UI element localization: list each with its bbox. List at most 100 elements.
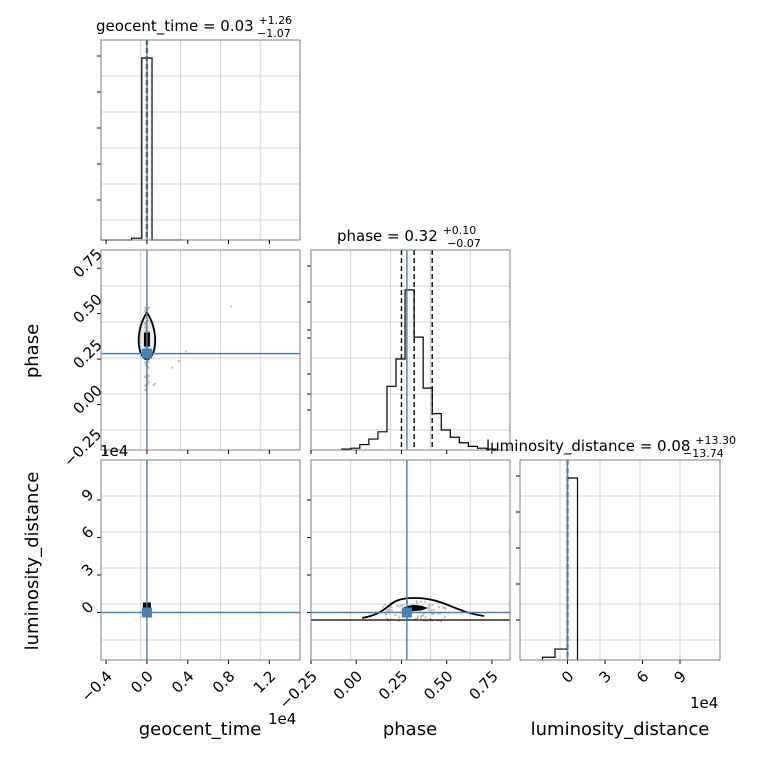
scatter-phase-lumdist-sample-point-37 [441,606,444,609]
scatter-phase-lumdist-sample-point-31 [429,617,432,620]
title-lumdist-sub: −13.74 [683,447,724,460]
scatter-geocent-lumdist-panel: 0 3 6 9 −0.4 0.0 0.4 0.8 1.2 [78,459,301,706]
xlabel-geocent: geocent_time [139,719,262,740]
hist-geocent-panel [97,39,301,241]
hist-phase-panel [307,249,511,451]
scatter-phase-lumdist-xtick-label-4: 0.75 [465,667,501,703]
hist-lumdist-xtick-label-2: 6 [633,667,652,686]
scatter-geocent-phase-ytick-label-0: 0.00 [70,381,106,417]
scatter-geocent-phase-sample-point-35 [144,326,147,329]
offset-x-lumdist: 1e4 [690,694,718,712]
hist-geocent-background [101,40,300,240]
title-geocent-sub: −1.07 [257,27,291,40]
scatter-phase-lumdist-sample-point-77 [396,604,399,607]
scatter-phase-lumdist-sample-point-21 [432,613,435,616]
scatter-geocent-lumdist-ytick-label-1: 3 [78,560,97,579]
scatter-phase-lumdist-panel: −0.25 0.00 0.25 0.50 0.75 [276,459,511,712]
hist-lumdist-histogram-step [541,477,579,660]
ylabel-phase: phase [22,324,43,378]
scatter-geocent-lumdist-xtick-label-4: 1.2 [250,667,280,697]
scatter-geocent-phase-frame [100,249,301,451]
scatter-geocent-phase-ytick-label-bottom: −0.25 [60,425,105,470]
scatter-geocent-phase-sample-point-50 [144,384,147,387]
hist-phase-background [311,250,510,450]
scatter-phase-lumdist-sample-point-51 [421,613,425,617]
scatter-geocent-phase-background [101,250,300,450]
scatter-phase-lumdist-sample-point-88 [444,607,447,610]
hist-lumdist-xtick-label-1: 3 [595,667,614,686]
scatter-geocent-lumdist-truth-marker [141,607,152,618]
hist-lumdist-xtick-label-0: 0 [558,667,577,686]
scatter-geocent-phase-truth-marker [141,348,152,359]
title-geocent: geocent_time = 0.03 +1.26 [96,14,292,36]
scatter-phase-lumdist-sample-point-75 [432,608,435,611]
scatter-phase-lumdist-sample-point-27 [390,605,393,609]
ylabel-lumdist: luminosity_distance [22,472,43,651]
title-phase-sub: −0.07 [447,237,481,250]
hist-phase-histogram-step [341,289,497,450]
scatter-phase-lumdist-sample-point-41 [390,609,393,612]
title-lumdist: luminosity_distance = 0.08 +13.30 [486,434,736,456]
scatter-phase-lumdist-contour-outer [361,597,485,619]
scatter-phase-lumdist-sample-point-55 [383,603,387,606]
scatter-phase-lumdist-sample-point-52 [402,603,405,606]
scatter-geocent-phase-sample-point-78 [147,381,150,384]
scatter-geocent-phase-sample-point-20 [147,361,150,364]
scatter-phase-lumdist-sample-point-79 [443,616,446,619]
scatter-geocent-lumdist-xtick-label-2: 0.4 [168,667,198,697]
xlabel-phase: phase [383,719,437,740]
scatter-phase-lumdist-sample-point-57 [416,615,419,618]
hist-phase-frame [310,249,511,451]
scatter-geocent-lumdist-background [101,460,300,660]
scatter-geocent-phase-panel: 0.00 0.25 0.50 0.75 [70,245,301,451]
scatter-geocent-phase-sample-point-34 [147,366,150,369]
scatter-phase-lumdist-sample-point-59 [385,609,388,612]
scatter-phase-lumdist-sample-point-13 [424,600,427,603]
offset-x-geocent: 1e4 [268,710,296,728]
scatter-geocent-phase-sample-point-7 [230,305,233,308]
scatter-phase-lumdist-sample-point-74 [439,620,443,623]
scatter-phase-lumdist-sample-point-43 [385,617,388,620]
hist-geocent-frame [100,39,301,241]
scatter-geocent-phase-sample-point-60 [152,383,155,387]
scatter-phase-lumdist-sample-point-67 [424,616,427,619]
scatter-phase-lumdist-truth-marker [401,607,412,618]
scatter-phase-lumdist-sample-point-87 [437,606,441,609]
scatter-phase-lumdist-sample-point-30 [398,605,401,608]
scatter-phase-lumdist-xtick-label-1: 0.00 [330,667,366,703]
scatter-phase-lumdist-sample-point-47 [394,614,397,617]
scatter-geocent-phase-ytick-label-2: 0.50 [70,291,106,327]
scatter-geocent-phase-ytick-label-1: 0.25 [70,336,106,372]
scatter-phase-lumdist-frame [310,459,511,661]
scatter-phase-lumdist-sample-point-5 [385,613,388,616]
scatter-phase-lumdist-sample-point-54 [419,616,423,620]
scatter-geocent-lumdist-xtick-label-1: 0.0 [127,667,157,697]
scatter-geocent-phase-sample-point-8 [185,350,188,353]
scatter-phase-lumdist-sample-point-42 [388,607,391,611]
scatter-geocent-lumdist-frame [100,459,301,661]
scatter-phase-lumdist-xtick-label-2: 0.25 [375,667,411,703]
scatter-phase-lumdist-sample-point-29 [431,603,434,607]
scatter-geocent-lumdist-ytick-label-0: 0 [78,598,97,617]
scatter-phase-lumdist-xtick-label-0: −0.25 [276,667,321,712]
hist-lumdist-xtick-label-3: 9 [670,667,689,686]
title-phase: phase = 0.32 +0.10 [337,224,476,245]
scatter-phase-lumdist-sample-point-78 [420,614,423,618]
scatter-geocent-phase-sample-point-72 [147,374,150,377]
scatter-geocent-lumdist-ytick-label-3: 9 [78,485,97,504]
scatter-phase-lumdist-sample-point-86 [415,600,418,603]
scatter-geocent-phase-sample-point-47 [177,360,181,363]
scatter-geocent-lumdist-ytick-label-2: 6 [78,523,97,542]
scatter-phase-lumdist-sample-point-36 [427,605,430,608]
scatter-geocent-phase-sample-point-27 [143,361,147,364]
scatter-geocent-lumdist-xtick-label-0: −0.4 [78,667,116,705]
scatter-geocent-lumdist-xtick-label-3: 0.8 [209,667,239,697]
scatter-geocent-phase-sample-point-74 [144,375,147,379]
scatter-phase-lumdist-sample-point-89 [398,616,401,619]
hist-lumdist-background [520,460,720,660]
xlabel-lumdist: luminosity_distance [531,719,710,740]
scatter-geocent-phase-sample-point-14 [144,306,147,309]
hist-lumdist-frame [519,459,721,661]
